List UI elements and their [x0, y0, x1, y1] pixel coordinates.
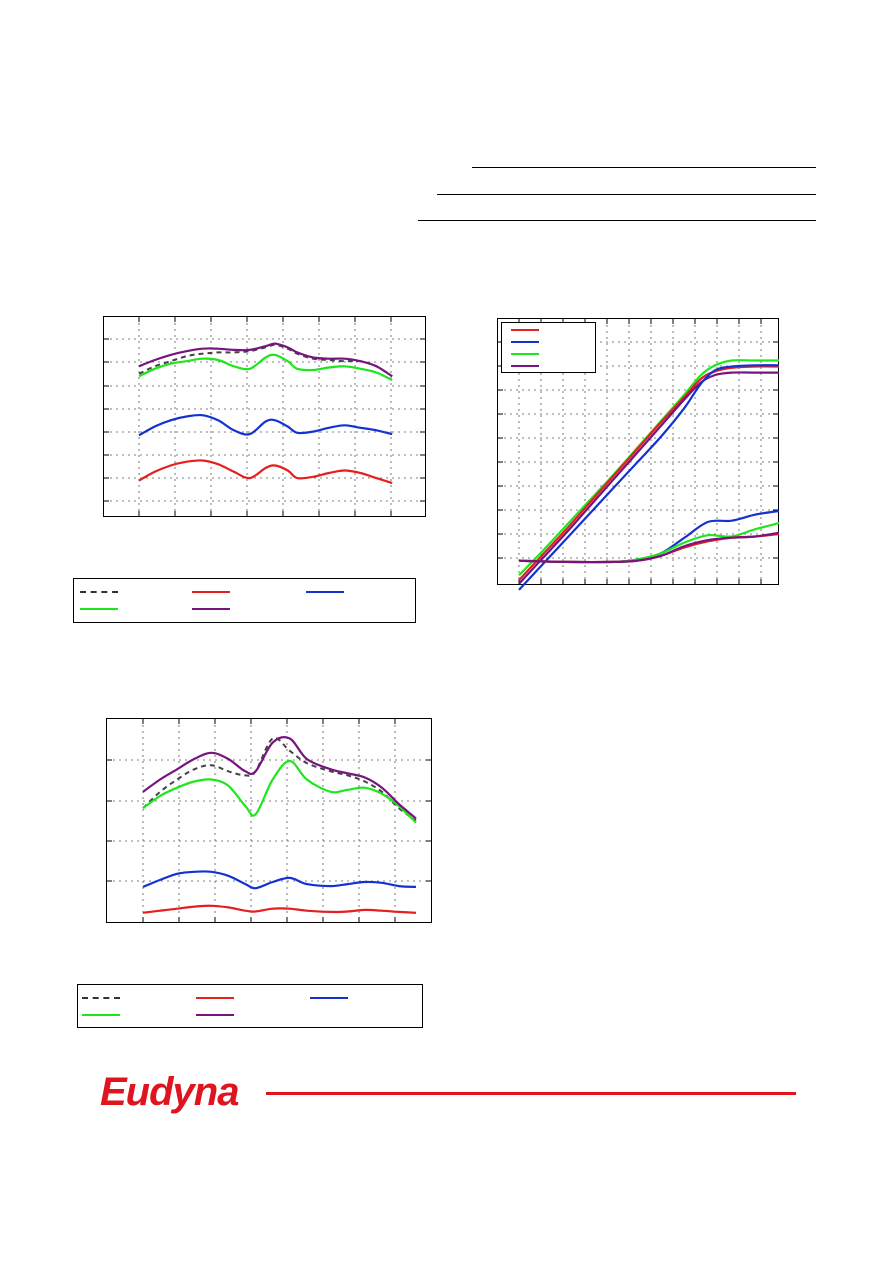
- series-line-7: [518, 531, 780, 564]
- legend-bottom-left: [77, 984, 423, 1028]
- legend-top-left: [73, 578, 416, 623]
- chart-top-left: [103, 316, 426, 517]
- legend-swatch-purple: [192, 608, 230, 610]
- series-line-2: [518, 371, 779, 585]
- legend-swatch-dashed: [80, 591, 118, 593]
- legend-swatch-green: [82, 1014, 120, 1016]
- series-line-0: [142, 736, 417, 822]
- header-rule-1: [472, 167, 816, 168]
- series-line-3: [142, 870, 417, 890]
- legend-swatch-purple: [196, 1014, 234, 1016]
- series-line-1: [142, 759, 417, 824]
- series-line-0: [138, 343, 393, 378]
- series-line-2: [138, 342, 393, 378]
- legend-swatch-blue: [306, 591, 344, 593]
- plot-frame: [106, 718, 432, 923]
- series-line-1: [138, 353, 393, 382]
- legend-swatch-red: [192, 591, 230, 593]
- brand-logo: Eudyna: [100, 1070, 239, 1114]
- series-line-4: [142, 904, 417, 914]
- legend-swatch-dashed: [82, 997, 120, 999]
- header-rule-2: [437, 194, 816, 195]
- chart-top-right: [497, 318, 780, 591]
- series-line-2: [142, 736, 417, 820]
- brand-rule: [266, 1092, 796, 1095]
- legend-swatch-green: [80, 608, 118, 610]
- series-line-3: [138, 413, 393, 437]
- series-line-3: [518, 364, 780, 591]
- series-line-1: [518, 365, 780, 581]
- legend-swatch-red: [196, 997, 234, 999]
- plot-frame: [103, 316, 426, 517]
- chart-bottom-left: [106, 718, 432, 923]
- legend-swatch-blue: [310, 997, 348, 999]
- header-rule-3: [418, 220, 816, 221]
- series-line-4: [138, 459, 393, 485]
